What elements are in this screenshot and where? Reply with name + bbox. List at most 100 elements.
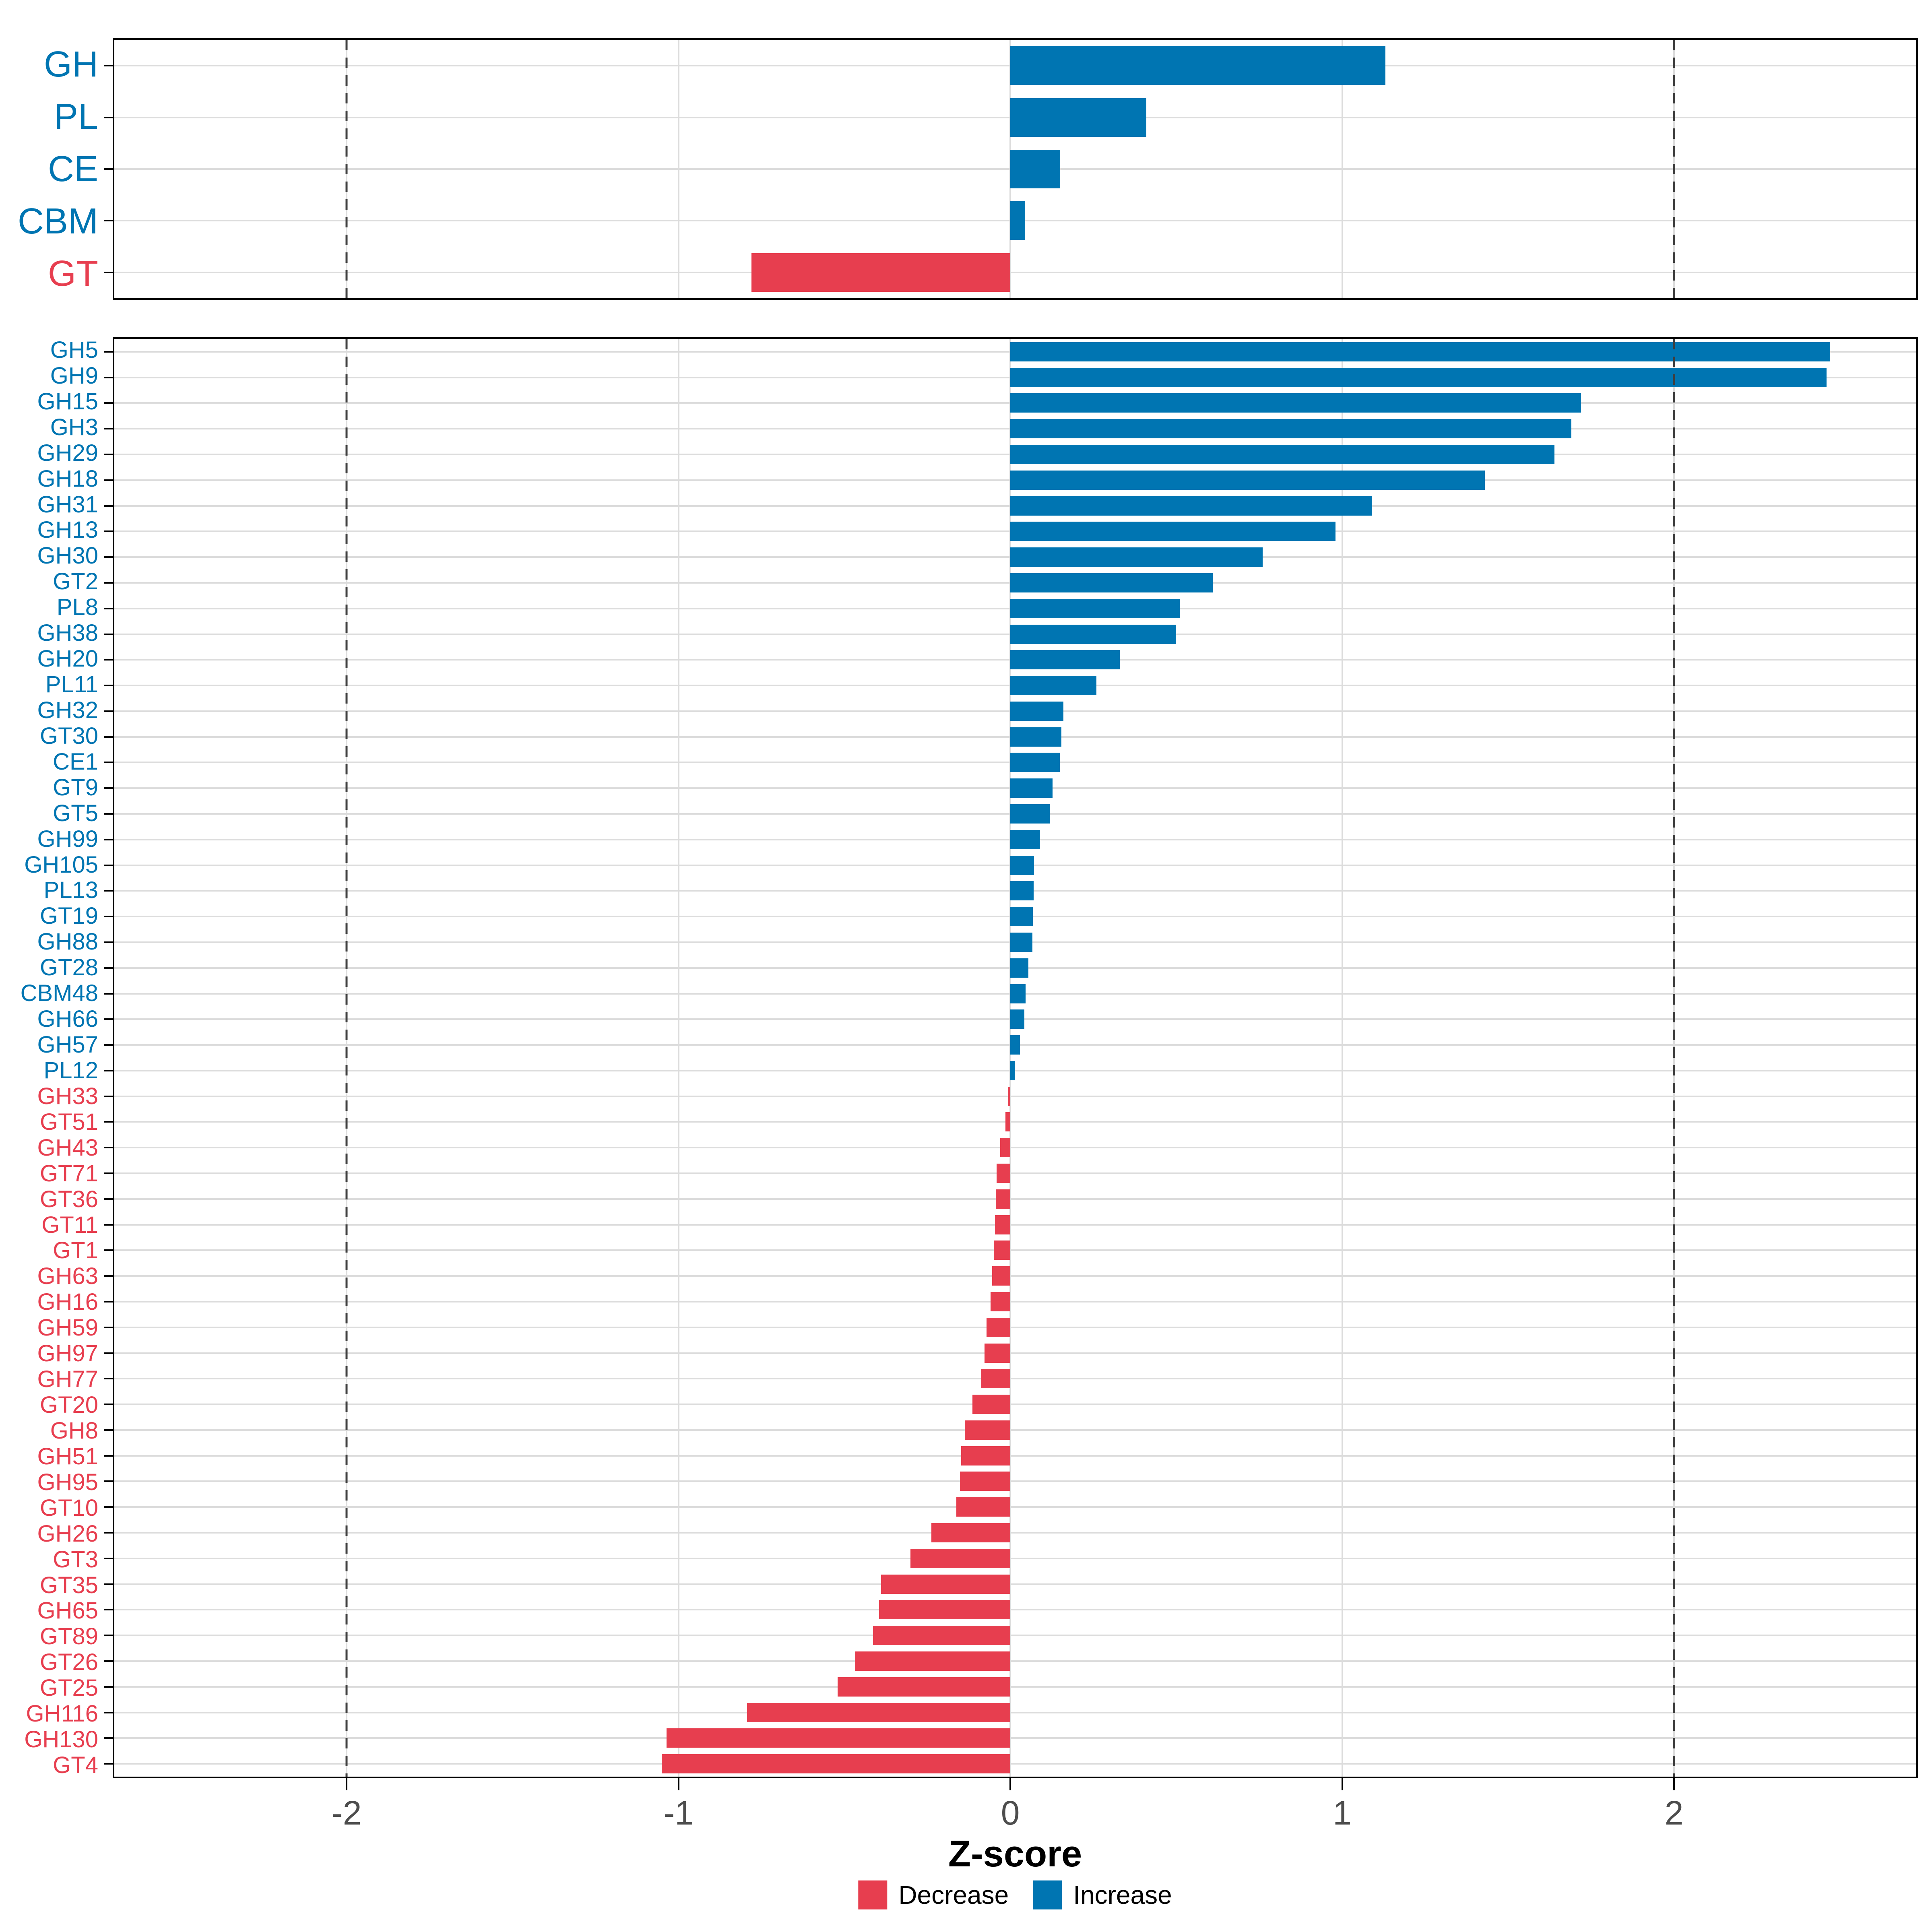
bar-GH63 [992, 1266, 1011, 1286]
y-label-GH99: GH99 [37, 826, 98, 852]
row-gridline-GT20 [114, 1404, 1916, 1406]
y-label-CBM48: CBM48 [20, 980, 98, 1007]
dashed-line-x-2 [1673, 339, 1675, 1777]
bar-GH38 [1010, 624, 1177, 644]
y-tick-GH77 [104, 1378, 113, 1380]
row-gridline-GT [114, 271, 1916, 273]
y-tick-GT71 [104, 1172, 113, 1174]
bar-GH59 [986, 1317, 1011, 1337]
y-tick-GH20 [104, 659, 113, 661]
y-tick-PL12 [104, 1069, 113, 1071]
y-tick-GH116 [104, 1711, 113, 1713]
bar-GH30 [1010, 547, 1263, 567]
y-tick-GH57 [104, 1044, 113, 1046]
y-axis-labels-families: GH5 GH9 GH15 GH3 GH29 GH18 GH31 GH13 GH30 GT2 PL8 G… [0, 337, 98, 1778]
y-label-GH26: GH26 [37, 1520, 98, 1547]
bar-GH97 [984, 1343, 1011, 1363]
bar-GH31 [1010, 496, 1372, 516]
y-label-GH: GH [44, 44, 98, 85]
bar-GH66 [1010, 1009, 1024, 1029]
y-label-GT25: GT25 [39, 1675, 98, 1701]
x-tick-0 [1009, 1778, 1011, 1790]
y-tick-GH32 [104, 710, 113, 712]
y-tick-GH99 [104, 838, 113, 840]
y-tick-GH18 [104, 479, 113, 481]
bar-GT20 [972, 1395, 1011, 1414]
gridline-x--1 [677, 339, 679, 1777]
y-label-GT36: GT36 [39, 1186, 98, 1212]
row-gridline-GH116 [114, 1711, 1916, 1713]
y-label-CE: CE [47, 149, 98, 189]
x-tick-label--1: -1 [663, 1794, 694, 1832]
y-label-GH9: GH9 [50, 362, 98, 389]
gridline-x-1 [1341, 339, 1343, 1777]
dashed-line-x--2 [345, 40, 348, 298]
y-label-GT2: GT2 [53, 568, 98, 595]
bar-GH20 [1010, 650, 1120, 670]
bar-GT89 [873, 1626, 1011, 1645]
dashed-line-x-2 [1673, 40, 1675, 298]
bar-GT25 [838, 1677, 1011, 1697]
y-label-GT30: GT30 [39, 722, 98, 749]
y-label-GH18: GH18 [37, 465, 98, 492]
y-label-GH29: GH29 [37, 440, 98, 466]
y-tick-CE [104, 168, 113, 170]
bar-PL13 [1010, 881, 1034, 901]
x-tick-1 [1341, 1778, 1343, 1790]
y-label-GH15: GH15 [37, 388, 98, 415]
y-label-GT11: GT11 [41, 1212, 98, 1238]
bar-GH116 [747, 1703, 1011, 1722]
y-tick-GH105 [104, 864, 113, 866]
x-axis-title: Z-score [948, 1833, 1082, 1874]
bar-GT51 [1005, 1112, 1011, 1132]
y-label-GT89: GT89 [39, 1623, 98, 1650]
y-tick-GH33 [104, 1095, 113, 1097]
y-tick-GH66 [104, 1018, 113, 1020]
y-label-GH20: GH20 [37, 646, 98, 672]
y-tick-PL11 [104, 685, 113, 687]
bar-GT4 [661, 1754, 1011, 1774]
bar-GT30 [1010, 727, 1062, 747]
row-gridline-GT1 [114, 1249, 1916, 1251]
row-gridline-GH95 [114, 1480, 1916, 1482]
bar-GH33 [1007, 1086, 1011, 1106]
y-tick-GH59 [104, 1326, 113, 1328]
x-tick--1 [677, 1778, 679, 1790]
x-tick-label--2: -2 [331, 1794, 362, 1832]
y-label-GH65: GH65 [37, 1598, 98, 1624]
y-tick-GH95 [104, 1480, 113, 1482]
y-label-GT10: GT10 [39, 1494, 98, 1521]
y-tick-GH51 [104, 1455, 113, 1457]
y-label-GH59: GH59 [37, 1315, 98, 1341]
y-tick-GH3 [104, 428, 113, 430]
bar-PL12 [1010, 1061, 1016, 1080]
y-tick-GT89 [104, 1635, 113, 1637]
y-tick-CBM48 [104, 993, 113, 995]
row-gridline-GT89 [114, 1635, 1916, 1637]
y-label-GT4: GT4 [53, 1752, 98, 1779]
row-gridline-GT36 [114, 1198, 1916, 1200]
row-gridline-GH51 [114, 1455, 1916, 1457]
y-label-GT5: GT5 [53, 800, 98, 826]
bar-GT3 [910, 1548, 1011, 1568]
bar-GT36 [995, 1189, 1011, 1209]
legend-item-increase: Increase [1033, 1880, 1172, 1909]
bar-GT19 [1010, 907, 1033, 927]
row-gridline-GH63 [114, 1275, 1916, 1277]
row-gridline-GH33 [114, 1095, 1916, 1097]
x-tick--2 [346, 1778, 348, 1790]
y-tick-GH15 [104, 402, 113, 404]
y-tick-GH88 [104, 941, 113, 943]
gridline-x-0 [1009, 339, 1011, 1777]
y-label-GH38: GH38 [37, 620, 98, 646]
legend: Decrease Increase [858, 1880, 1172, 1909]
y-label-GH97: GH97 [37, 1340, 98, 1367]
bar-GH18 [1010, 470, 1485, 490]
y-tick-GT35 [104, 1583, 113, 1585]
y-tick-GH16 [104, 1300, 113, 1302]
row-gridline-GT26 [114, 1660, 1916, 1662]
bar-GH77 [981, 1369, 1011, 1389]
y-label-GH5: GH5 [50, 336, 98, 363]
y-label-GT51: GT51 [39, 1108, 98, 1135]
x-tick-label-1: 1 [1333, 1794, 1352, 1832]
